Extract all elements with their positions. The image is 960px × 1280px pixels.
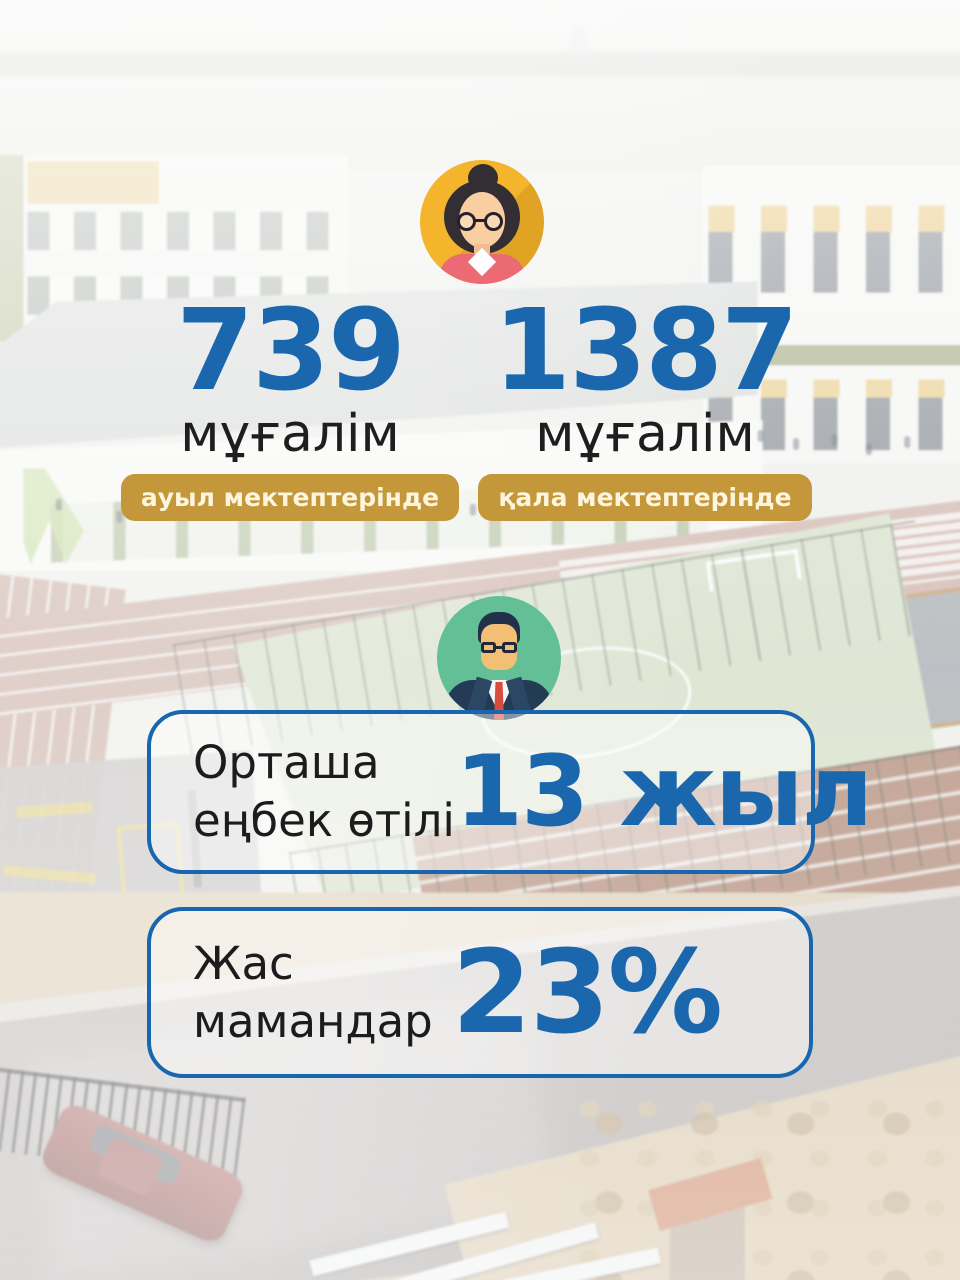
rural-schools-badge: ауыл мектептерінде xyxy=(120,473,460,521)
glasses-bridge xyxy=(475,219,485,222)
experience-value: 13 жыл xyxy=(454,735,873,849)
tie xyxy=(494,682,504,720)
glasses-lens xyxy=(457,212,476,231)
glasses-lens xyxy=(481,642,496,653)
rural-teachers-value: 739 xyxy=(176,286,406,416)
experience-label-line2: еңбек өтілі xyxy=(193,794,455,847)
urban-schools-badge: қала мектептерінде xyxy=(478,473,812,521)
hair-bun xyxy=(468,164,498,192)
glasses-lens xyxy=(484,212,503,231)
card-average-experience: Орташа еңбек өтілі 13 жыл xyxy=(147,710,873,874)
young-label-line2: мамандар xyxy=(193,994,433,1048)
rural-teachers-label: мұғалім xyxy=(180,404,400,465)
card-young-specialists: Жас мамандар 23% xyxy=(147,907,813,1078)
young-specialists-value: 23% xyxy=(451,925,723,1060)
glasses-lens xyxy=(502,642,517,653)
stat-urban-teachers: 1387 мұғалім қала мектептерінде xyxy=(445,286,845,521)
young-label-line1: Жас xyxy=(193,936,294,990)
glasses-bridge xyxy=(495,646,503,649)
young-specialists-label: Жас мамандар xyxy=(193,935,433,1050)
stat-rural-teachers: 739 мұғалім ауыл мектептерінде xyxy=(75,286,505,521)
businessman-icon xyxy=(437,596,561,720)
experience-label-line1: Орташа xyxy=(193,736,380,790)
experience-label: Орташа еңбек өтілі xyxy=(193,734,455,849)
urban-teachers-label: мұғалім xyxy=(535,404,755,465)
urban-teachers-value: 1387 xyxy=(493,286,799,416)
teacher-woman-icon xyxy=(420,160,544,284)
